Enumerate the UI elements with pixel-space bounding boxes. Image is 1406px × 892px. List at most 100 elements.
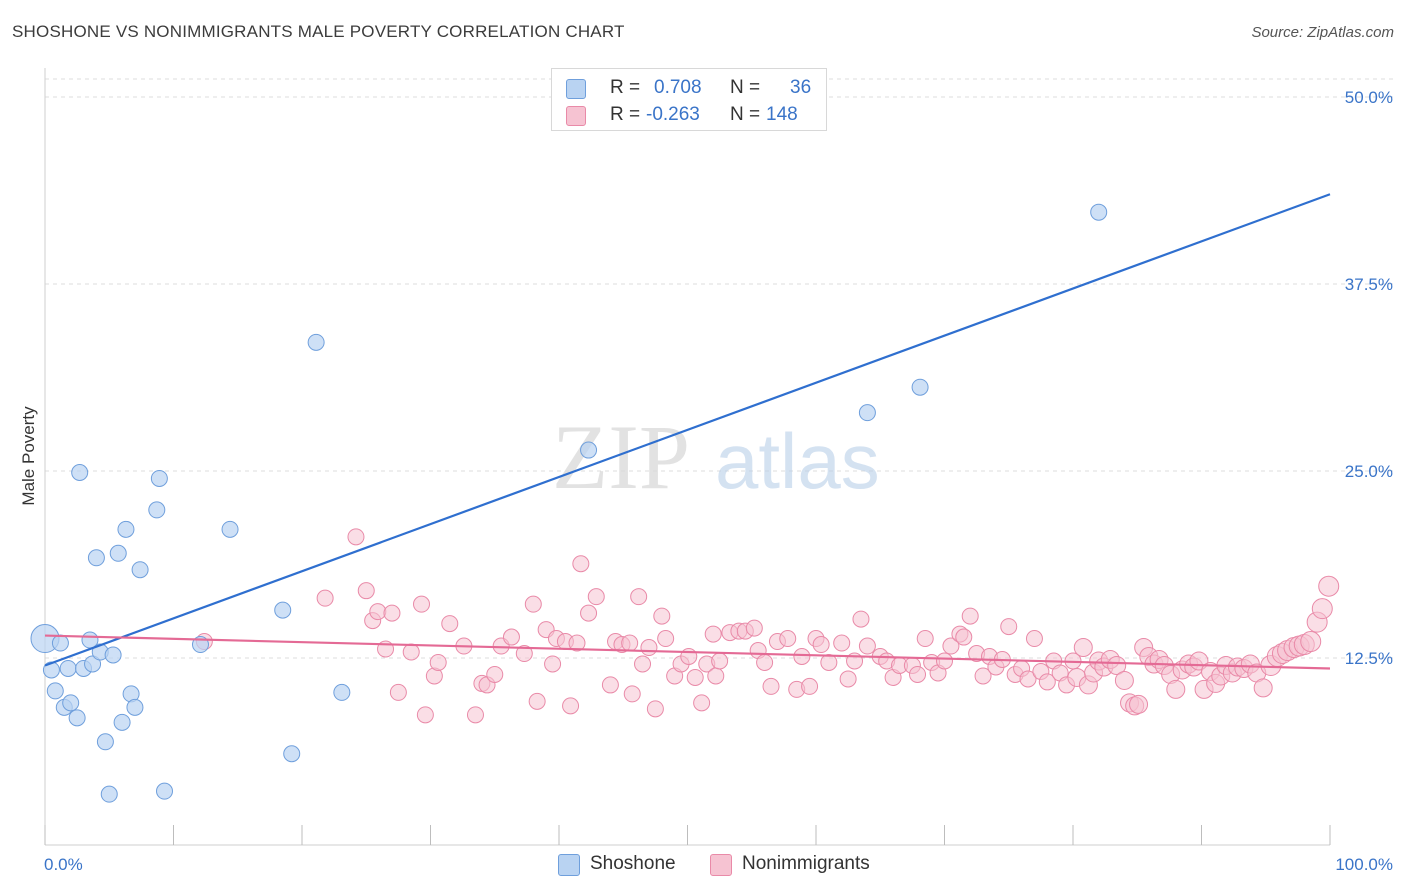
nonimmigrants-point	[587, 588, 605, 606]
nonimmigrants-point	[1107, 655, 1127, 675]
nonimmigrants-point	[1019, 670, 1037, 688]
tick-labels: 12.5% 25.0% 37.5% 50.0% 0.0% 100.0%	[44, 88, 1393, 874]
nonimmigrants-point	[812, 636, 830, 654]
shoshone-trend-line	[44, 193, 1331, 667]
nonimmigrants-point	[402, 643, 420, 661]
nonimmigrants-point	[357, 582, 375, 600]
nonimmigrants-point	[1038, 673, 1056, 691]
nonimmigrants-point	[562, 697, 580, 715]
shoshone-legend-swatch	[558, 854, 580, 876]
nonimmigrants-point	[1025, 630, 1043, 648]
nonimmigrants-point	[524, 595, 542, 613]
shoshone-point	[46, 682, 64, 700]
shoshone-point	[104, 646, 122, 664]
nonimmigrants-point	[909, 665, 927, 683]
axes	[44, 68, 1331, 846]
nonimmigrants-point	[621, 634, 639, 652]
x-tick-label: 0.0%	[44, 855, 83, 874]
nonimmigrants-point	[413, 595, 431, 613]
shoshone-point	[100, 785, 118, 803]
nonimmigrants-point	[916, 630, 934, 648]
nonimmigrants-point	[486, 665, 504, 683]
shoshone-point	[283, 745, 301, 763]
nonimmigrants-point	[961, 607, 979, 625]
shoshone-point	[87, 549, 105, 567]
correlation-legend: R = 0.708 N = 36 R = -0.263 N = 148	[551, 68, 827, 131]
nonimmigrants-point	[429, 653, 447, 671]
nonimmigrants-point	[852, 610, 870, 628]
nonimmigrants-point	[745, 619, 763, 637]
data-points	[30, 203, 1340, 803]
nonimmigrants-point	[955, 628, 973, 646]
nonimmigrants-point	[1073, 638, 1093, 658]
nonimmigrants-point	[686, 668, 704, 686]
y-tick-label: 12.5%	[1345, 649, 1393, 668]
nonimmigrants-legend-swatch	[710, 854, 732, 876]
shoshone-point	[59, 659, 77, 677]
nonimmigrants-point	[1166, 679, 1186, 699]
nonimmigrants-point	[657, 630, 675, 648]
nonimmigrants-point	[942, 637, 960, 655]
watermark: ZIP atlas	[552, 406, 880, 508]
nonimmigrants-point	[630, 588, 648, 606]
nonimmigrants-point	[1129, 694, 1149, 714]
nonimmigrants-point	[601, 676, 619, 694]
shoshone-point	[911, 378, 929, 396]
legend-n-value: 36	[790, 77, 812, 98]
shoshone-swatch	[566, 79, 586, 99]
nonimmigrants-point	[568, 634, 586, 652]
nonimmigrants-point	[1318, 575, 1340, 597]
nonimmigrants-point	[704, 625, 722, 643]
nonimmigrants-point	[820, 653, 838, 671]
nonimmigrants-point	[653, 607, 671, 625]
legend-r-label: R =	[610, 77, 641, 98]
shoshone-point	[68, 709, 86, 727]
source-label: Source: ZipAtlas.com	[1251, 24, 1394, 41]
nonimmigrants-legend-label: Nonimmigrants	[742, 853, 870, 874]
nonimmigrants-point	[1114, 670, 1134, 690]
shoshone-point	[858, 404, 876, 422]
shoshone-point	[150, 469, 168, 487]
nonimmigrants-point	[756, 653, 774, 671]
nonimmigrants-point	[528, 692, 546, 710]
nonimmigrants-point	[640, 639, 658, 657]
shoshone-point	[221, 520, 239, 538]
x-tick-label: 100.0%	[1335, 855, 1393, 874]
shoshone-point	[51, 634, 69, 652]
nonimmigrants-point	[369, 603, 387, 621]
legend-r-label: R =	[610, 104, 641, 125]
nonimmigrants-point	[1253, 678, 1273, 698]
nonimmigrants-point	[466, 706, 484, 724]
shoshone-point	[156, 782, 174, 800]
nonimmigrants-point	[974, 667, 992, 685]
nonimmigrants-point	[801, 677, 819, 695]
nonimmigrants-point	[1000, 618, 1018, 636]
shoshone-point	[131, 561, 149, 579]
gridlines	[45, 78, 1395, 659]
nonimmigrants-point	[858, 637, 876, 655]
y-tick-label: 37.5%	[1345, 275, 1393, 294]
nonimmigrants-point	[779, 630, 797, 648]
nonimmigrants-point	[544, 655, 562, 673]
y-tick-label: 50.0%	[1345, 88, 1393, 107]
nonimmigrants-point	[515, 645, 533, 663]
watermark-atlas: atlas	[715, 417, 880, 505]
nonimmigrants-point	[383, 604, 401, 622]
shoshone-point	[96, 733, 114, 751]
shoshone-point	[62, 694, 80, 712]
chart-title: SHOSHONE VS NONIMMIGRANTS MALE POVERTY C…	[12, 22, 625, 41]
shoshone-point	[117, 520, 135, 538]
nonimmigrants-point	[572, 555, 590, 573]
watermark-zip: ZIP	[552, 406, 690, 508]
legend-n-label: N =	[730, 104, 761, 125]
nonimmigrants-point	[839, 670, 857, 688]
shoshone-point	[109, 544, 127, 562]
nonimmigrants-point	[389, 683, 407, 701]
shoshone-point	[113, 713, 131, 731]
trend-lines	[44, 193, 1331, 670]
legend-r-value: -0.263	[646, 104, 700, 125]
nonimmigrants-trend-line	[44, 634, 1331, 670]
shoshone-point	[126, 698, 144, 716]
nonimmigrants-point	[707, 667, 725, 685]
